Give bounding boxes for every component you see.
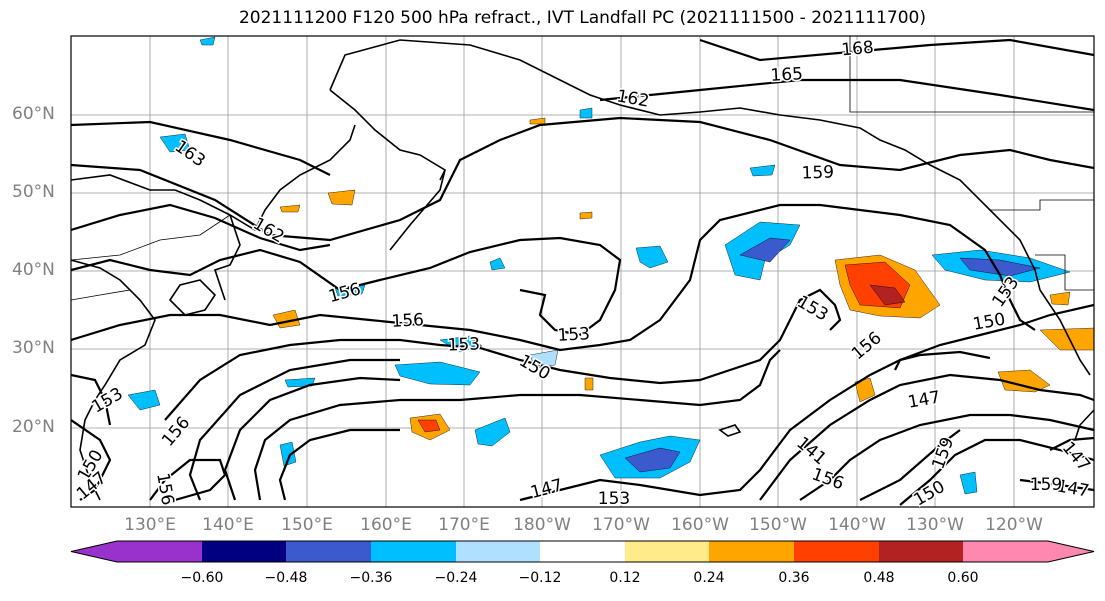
lon-label: 170°E <box>438 515 490 535</box>
colorbar-tick-label: 0.24 <box>693 570 725 586</box>
lon-label: 160°E <box>360 515 412 535</box>
colorbar-tick-label: −0.24 <box>434 570 478 586</box>
contour-label: 153 <box>598 489 630 509</box>
colorbar-tick-label: 0.36 <box>778 570 810 586</box>
lon-label: 180°W <box>513 515 571 535</box>
contour-label: 168 <box>841 38 875 61</box>
lon-label: 150°E <box>281 515 333 535</box>
lon-label: 150°W <box>749 515 807 535</box>
colorbar-segment <box>963 541 1094 562</box>
contour-label: 153 <box>557 324 590 346</box>
colorbar-tick-label: −0.36 <box>349 570 393 586</box>
colorbar-tick-label: −0.48 <box>264 570 308 586</box>
lat-label: 20°N <box>12 417 55 437</box>
colorbar-tick-label: −0.60 <box>180 570 224 586</box>
lon-label: 170°W <box>592 515 650 535</box>
lat-label: 60°N <box>12 104 55 124</box>
colorbar-segment <box>71 541 202 562</box>
contour-label: 159 <box>801 162 834 183</box>
contour-label: 153 <box>447 334 480 355</box>
contour-label: 165 <box>770 64 803 86</box>
colorbar-segment <box>709 541 794 562</box>
colorbar-segment <box>540 541 625 562</box>
lon-label: 130°W <box>906 515 964 535</box>
contour-label: 150 <box>971 309 1006 334</box>
lat-label: 50°N <box>12 182 55 202</box>
map-title: 2021111200 F120 500 hPa refract., IVT La… <box>238 8 926 28</box>
lon-label: 120°W <box>985 515 1043 535</box>
colorbar-segment <box>456 541 540 562</box>
colorbar-tick-label: 0.48 <box>863 570 895 586</box>
colorbar-outline <box>70 540 1095 563</box>
colorbar-segment <box>794 541 879 562</box>
lon-label: 140°E <box>202 515 254 535</box>
anomaly-shading <box>127 36 1094 495</box>
colorbar-tick-label: −0.12 <box>518 570 562 586</box>
coastlines <box>71 39 1094 501</box>
colorbar-segment <box>286 541 371 562</box>
colorbar-segment <box>371 541 456 562</box>
colorbar-tick-label: 0.60 <box>947 570 979 586</box>
contour-lines <box>71 38 1094 506</box>
contour-label: 156 <box>391 310 424 332</box>
contour-label: 147 <box>906 387 941 412</box>
borders <box>71 36 1094 301</box>
contour-label: 159 <box>1030 475 1062 495</box>
colorbar-segment <box>879 541 963 562</box>
lon-label: 130°E <box>124 515 176 535</box>
lon-label: 160°W <box>671 515 729 535</box>
lon-label: 140°W <box>828 515 886 535</box>
colorbar-segment <box>625 541 709 562</box>
colorbar-segment <box>202 541 286 562</box>
lat-label: 30°N <box>12 338 55 358</box>
colorbar-tick-label: 0.12 <box>609 570 641 586</box>
lat-label: 40°N <box>12 260 55 280</box>
